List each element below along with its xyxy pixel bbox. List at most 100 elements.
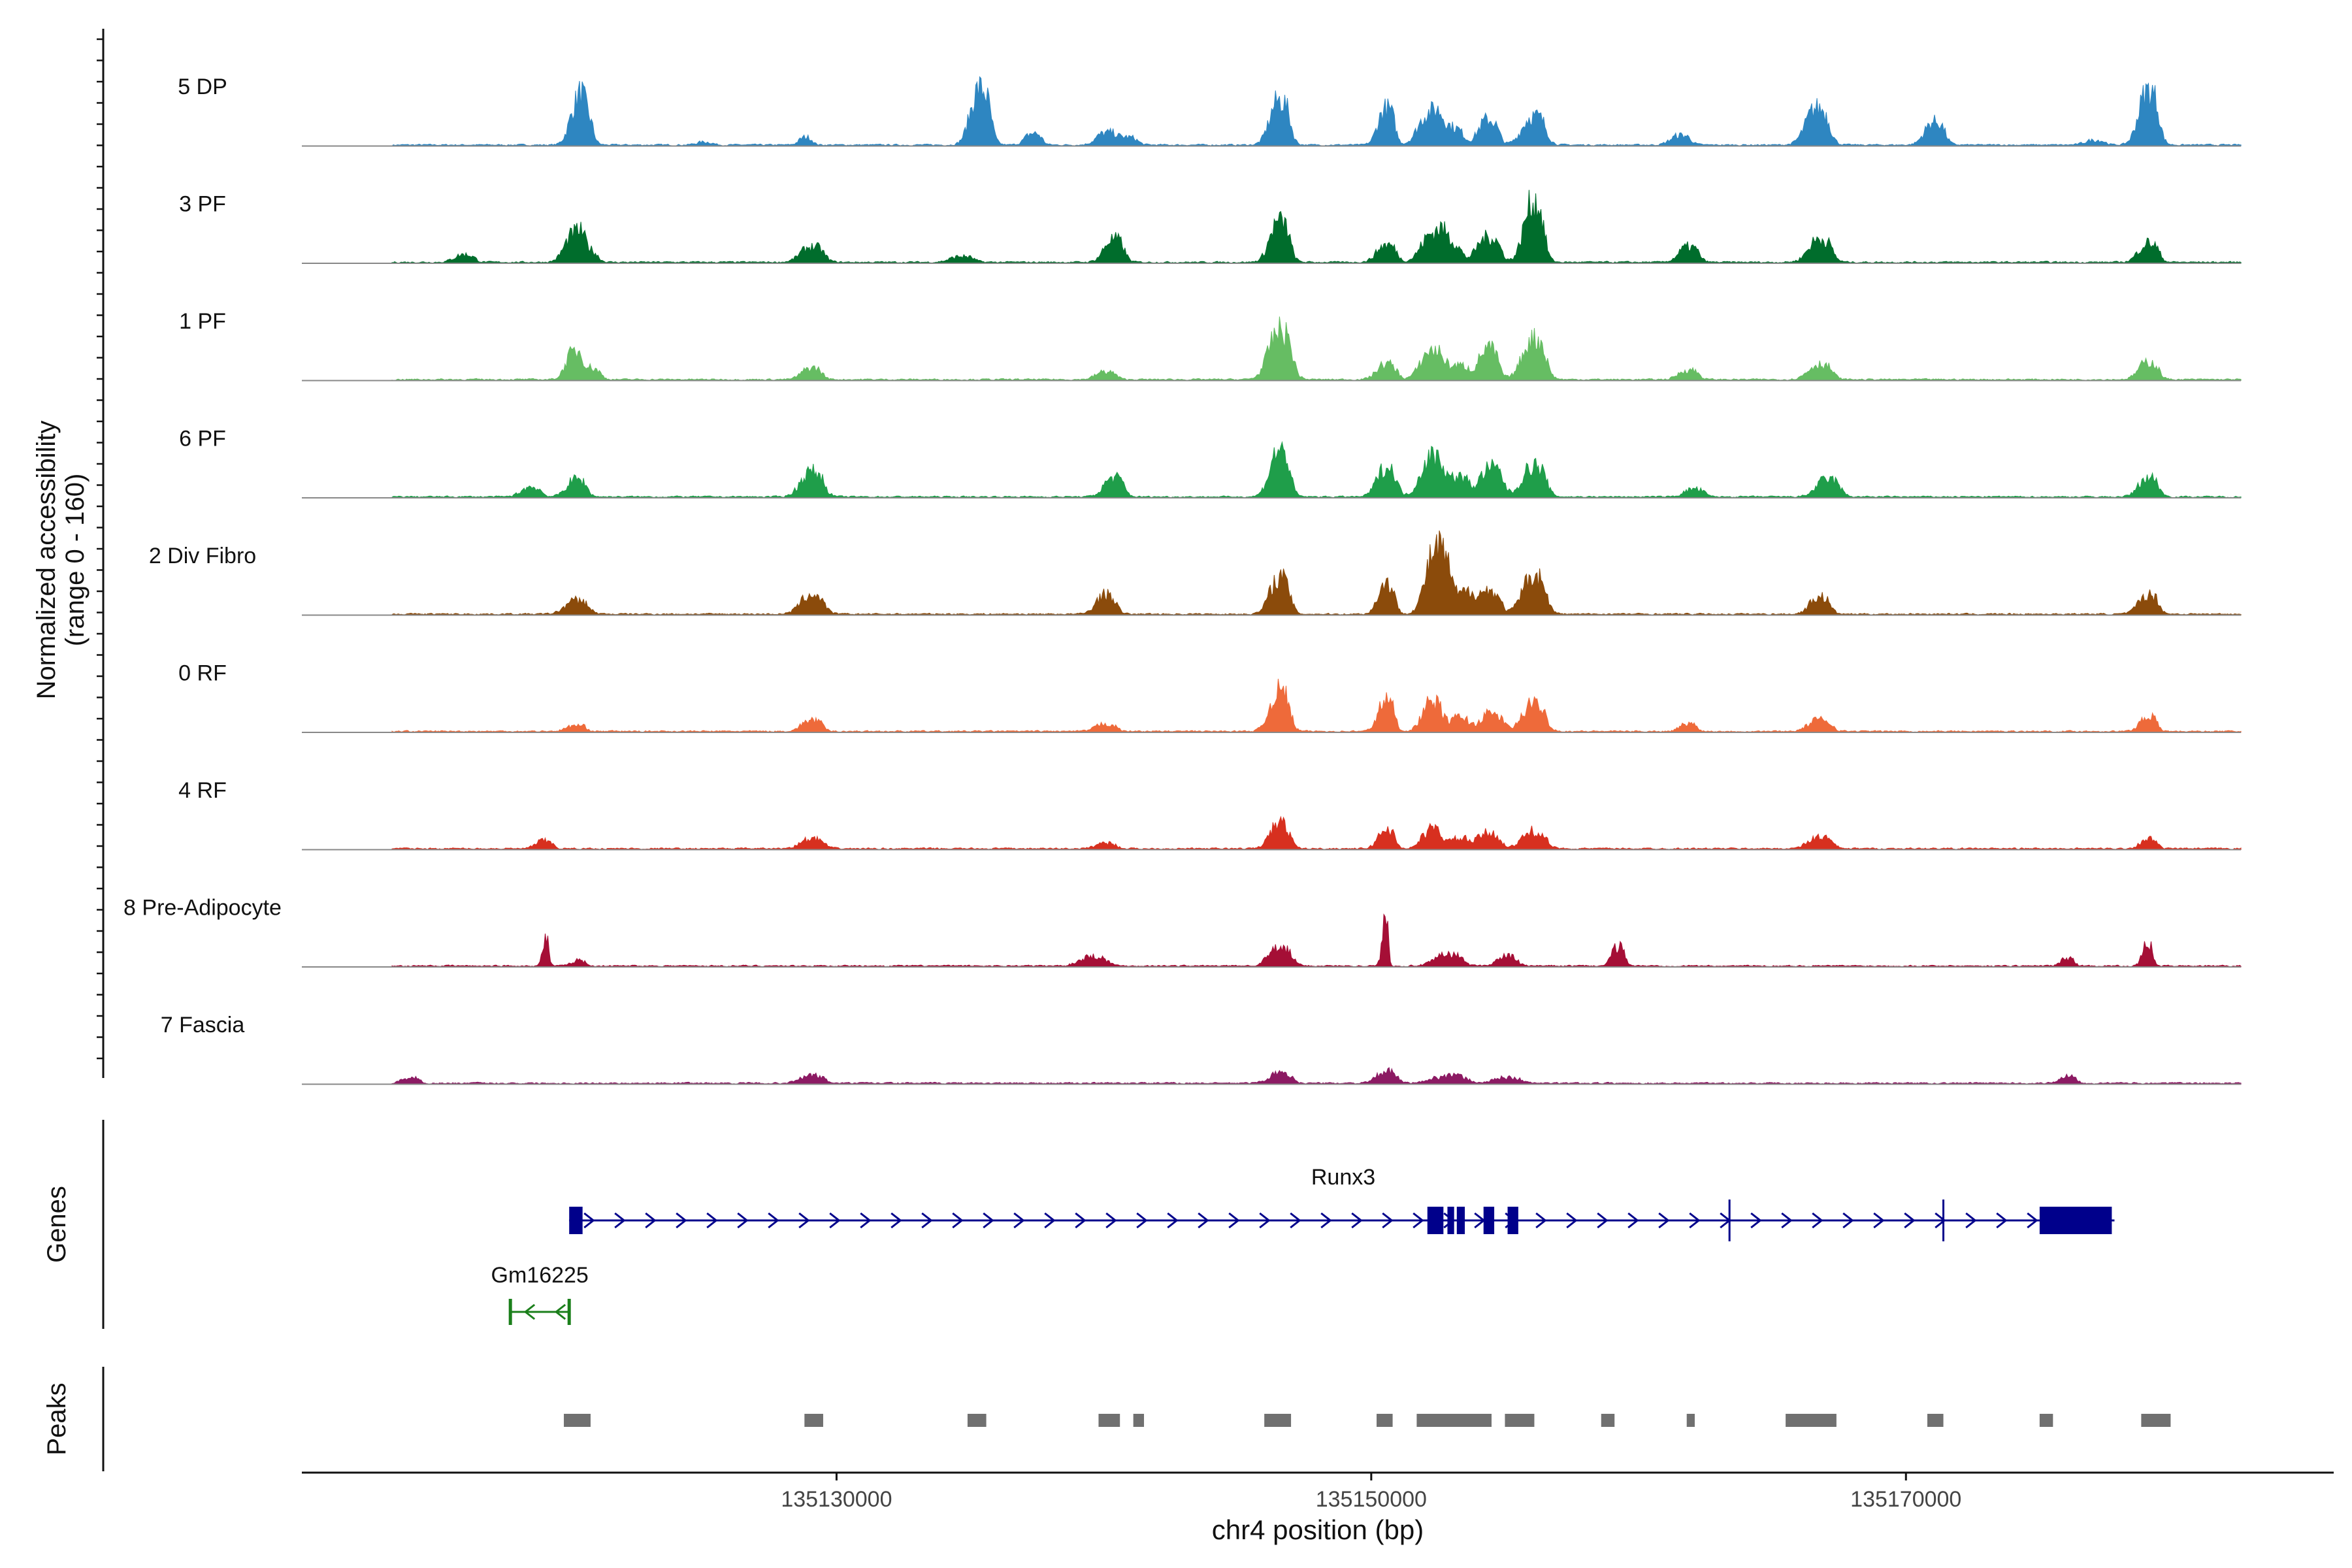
gene-exon (1507, 1207, 1518, 1234)
peak-region (967, 1414, 987, 1427)
track-area (391, 440, 2242, 498)
x-tick-label: 135150000 (1316, 1487, 1427, 1512)
track-label: 6 PF (179, 427, 226, 451)
track-area (391, 316, 2242, 381)
strand-arrow (583, 1212, 595, 1229)
strand-arrow (1566, 1212, 1578, 1229)
strand-arrow (860, 1212, 872, 1229)
track-area (391, 76, 2242, 146)
peak-region (1133, 1414, 1145, 1427)
x-tick-label: 135170000 (1850, 1487, 1961, 1512)
strand-arrow (1105, 1212, 1117, 1229)
track-label: 4 RF (178, 778, 227, 803)
strand-arrow (829, 1212, 841, 1229)
y-axis-label-line1: Normalized accessibility (32, 421, 61, 700)
peak-region (1927, 1414, 1944, 1427)
track: 1 PF (179, 309, 2242, 382)
strand-arrow (1965, 1212, 1977, 1229)
gene-name: Gm16225 (491, 1263, 589, 1288)
peak-region (1098, 1414, 1120, 1427)
track-label: 8 Pre-Adipocyte (123, 896, 282, 921)
track: 2 Div Fibro (149, 531, 2242, 616)
track-label: 0 RF (178, 661, 227, 686)
track-label: 1 PF (179, 309, 226, 334)
gene-exon (2039, 1207, 2112, 1234)
peak-region (804, 1414, 823, 1427)
strand-arrow (798, 1212, 810, 1229)
y-axis-label-line2: (range 0 - 160) (61, 474, 90, 647)
strand-arrow (1535, 1212, 1547, 1229)
strand-arrow (1597, 1212, 1609, 1229)
strand-arrow (2027, 1212, 2038, 1229)
strand-arrow (1167, 1212, 1179, 1229)
strand-arrow (706, 1212, 718, 1229)
track-area (391, 1067, 2242, 1085)
strand-arrow (983, 1212, 994, 1229)
track-label: 2 Div Fibro (149, 544, 256, 568)
strand-arrow (1198, 1212, 1209, 1229)
peak-region (2039, 1414, 2053, 1427)
track-area (391, 531, 2242, 615)
strand-arrow (1382, 1212, 1394, 1229)
strand-arrow (523, 1303, 536, 1320)
track-label: 3 PF (179, 192, 226, 217)
strand-arrow (676, 1212, 687, 1229)
strand-arrow (1658, 1212, 1670, 1229)
peak-region (1505, 1414, 1535, 1427)
strand-arrow (1351, 1212, 1363, 1229)
peak-region (1416, 1414, 1492, 1427)
strand-arrow (1935, 1212, 1946, 1229)
track: 5 DP (178, 74, 2242, 147)
track: 6 PF (179, 427, 2242, 498)
peaks-panel-label: Peaks (42, 1382, 71, 1455)
gene-annotations: Runx3 Gm16225 (491, 1165, 2115, 1325)
strand-arrow (1904, 1212, 1916, 1229)
track-label: 5 DP (178, 74, 227, 99)
strand-arrow (952, 1212, 964, 1229)
strand-arrow (1320, 1212, 1332, 1229)
strand-arrow (1627, 1212, 1639, 1229)
strand-arrow (1689, 1212, 1701, 1229)
gene-exon (1427, 1207, 1444, 1234)
track-area (391, 189, 2242, 264)
strand-arrow (1259, 1212, 1271, 1229)
x-tick-label: 135130000 (781, 1487, 892, 1512)
strand-arrow (1873, 1212, 1885, 1229)
strand-arrow (1075, 1212, 1086, 1229)
peak-region (1264, 1414, 1292, 1427)
track-area (391, 815, 2242, 850)
track: 8 Pre-Adipocyte (123, 896, 2242, 968)
coverage-tracks: 5 DP 3 PF 1 PF 6 PF 2 Div Fibro 0 RF 4 RF 8 Pre… (123, 74, 2242, 1085)
strand-arrow (921, 1212, 933, 1229)
peak-region (1377, 1414, 1393, 1427)
track: 0 RF (178, 661, 2242, 733)
strand-arrow (645, 1212, 657, 1229)
track: 7 Fascia (161, 1013, 2242, 1085)
gene: Gm16225 (491, 1263, 589, 1325)
strand-arrow (1228, 1212, 1240, 1229)
track-area (391, 913, 2242, 968)
strand-arrow (1996, 1212, 2008, 1229)
genes-panel-label: Genes (42, 1186, 71, 1263)
strand-arrow (1781, 1212, 1793, 1229)
strand-arrow (1413, 1212, 1424, 1229)
track: 4 RF (178, 778, 2242, 851)
strand-arrow (1136, 1212, 1148, 1229)
strand-arrow (614, 1212, 626, 1229)
x-axis-ticks: 135130000 135150000 135170000 (781, 1473, 1961, 1512)
gene: Runx3 (569, 1165, 2115, 1241)
gene-exon (1447, 1207, 1454, 1234)
strand-arrow (1044, 1212, 1056, 1229)
strand-arrow (737, 1212, 749, 1229)
gene-exon (1483, 1207, 1495, 1234)
peak-regions (564, 1414, 2171, 1427)
gene-name: Runx3 (1311, 1165, 1375, 1190)
peak-region (1686, 1414, 1695, 1427)
strand-arrow (1750, 1212, 1762, 1229)
peak-region (564, 1414, 591, 1427)
peak-region (1601, 1414, 1615, 1427)
strand-arrow (1013, 1212, 1025, 1229)
y-axis-ticks (97, 38, 103, 1060)
peak-region (2141, 1414, 2171, 1427)
